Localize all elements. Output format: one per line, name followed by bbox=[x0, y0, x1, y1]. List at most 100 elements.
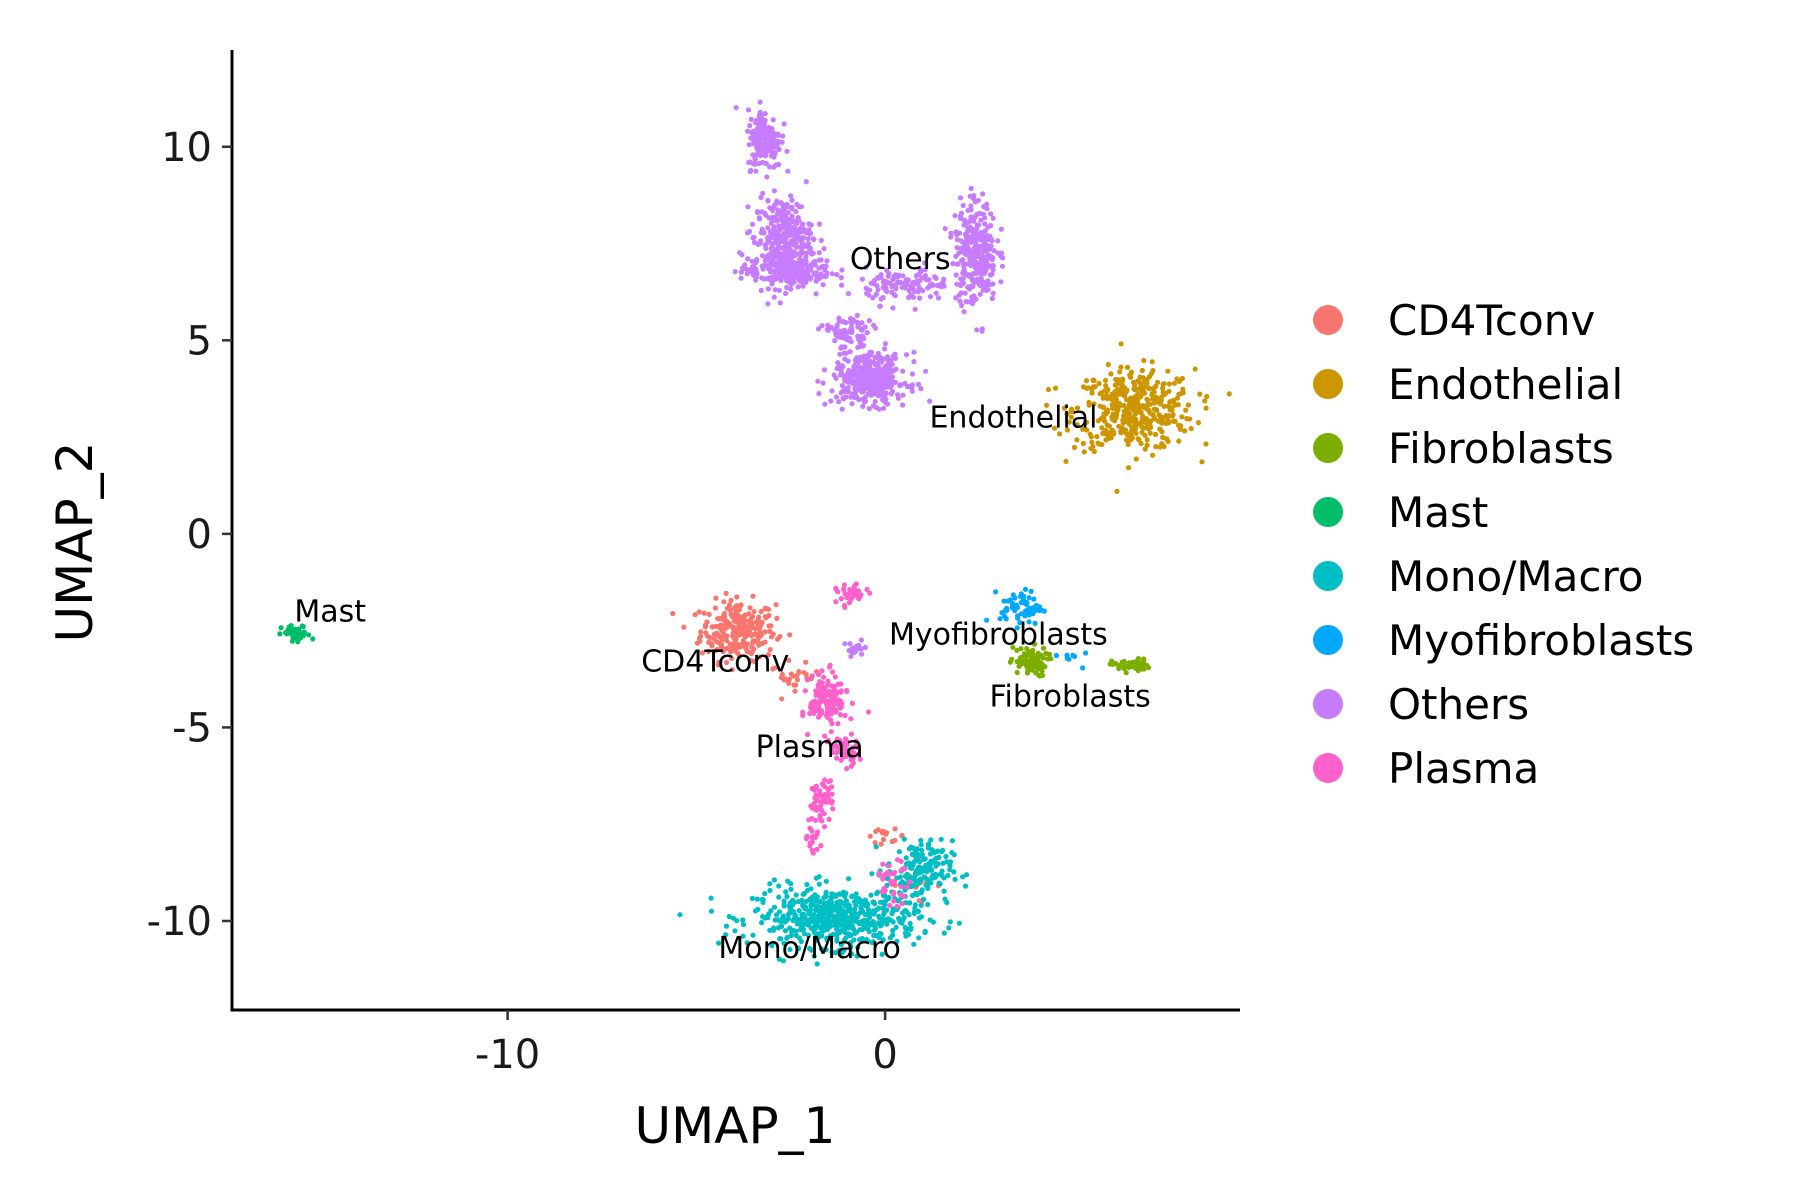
data-point bbox=[843, 319, 849, 326]
data-point bbox=[823, 274, 829, 280]
data-point bbox=[989, 256, 995, 263]
data-point bbox=[958, 290, 964, 296]
data-point bbox=[750, 639, 756, 646]
data-point bbox=[928, 858, 934, 864]
data-point bbox=[731, 605, 738, 611]
data-point bbox=[937, 282, 944, 288]
data-point bbox=[982, 286, 988, 292]
data-point bbox=[770, 117, 776, 123]
data-point bbox=[880, 937, 886, 943]
data-point bbox=[868, 922, 874, 928]
data-point bbox=[941, 930, 947, 936]
data-point bbox=[837, 351, 843, 357]
data-point bbox=[819, 668, 825, 674]
data-point bbox=[753, 277, 759, 283]
data-point bbox=[767, 148, 774, 154]
data-point bbox=[1179, 414, 1185, 420]
data-point bbox=[798, 938, 804, 945]
data-point bbox=[908, 884, 915, 890]
data-point bbox=[766, 911, 772, 917]
data-point bbox=[1192, 366, 1198, 372]
data-point bbox=[896, 849, 903, 855]
data-point bbox=[751, 646, 757, 652]
data-point bbox=[815, 326, 822, 332]
data-point bbox=[785, 878, 791, 884]
data-point bbox=[894, 938, 900, 945]
data-point bbox=[1045, 386, 1052, 393]
data-point bbox=[731, 615, 737, 621]
data-point bbox=[981, 204, 987, 210]
data-point bbox=[809, 847, 815, 854]
data-point bbox=[892, 826, 898, 832]
data-point bbox=[869, 939, 875, 946]
data-point bbox=[749, 265, 756, 271]
data-point bbox=[980, 191, 986, 197]
data-point bbox=[922, 930, 928, 936]
data-point bbox=[751, 234, 757, 240]
data-point bbox=[834, 755, 840, 761]
data-point bbox=[867, 833, 873, 839]
data-point bbox=[1021, 658, 1027, 665]
data-point bbox=[1144, 402, 1150, 408]
x-axis-title: UMAP_1 bbox=[635, 1097, 836, 1155]
data-point bbox=[845, 594, 851, 600]
data-point bbox=[896, 272, 902, 278]
data-point bbox=[720, 616, 727, 622]
data-point bbox=[292, 634, 298, 640]
data-point bbox=[762, 111, 768, 117]
data-point bbox=[840, 364, 846, 370]
data-point bbox=[832, 692, 838, 699]
data-point bbox=[954, 261, 960, 267]
data-point bbox=[858, 592, 864, 598]
data-point bbox=[978, 217, 984, 223]
data-point bbox=[942, 226, 948, 232]
data-point bbox=[849, 894, 855, 900]
data-point bbox=[909, 371, 916, 377]
data-point bbox=[790, 673, 796, 679]
data-point bbox=[908, 925, 914, 931]
data-point bbox=[1131, 408, 1138, 414]
data-point bbox=[816, 221, 823, 227]
data-point bbox=[890, 927, 896, 934]
data-point bbox=[822, 733, 828, 739]
data-point bbox=[795, 284, 801, 290]
data-point bbox=[909, 282, 916, 288]
data-point bbox=[848, 319, 854, 325]
data-point bbox=[923, 368, 929, 374]
data-point bbox=[846, 749, 852, 755]
data-point bbox=[900, 402, 906, 408]
data-point bbox=[882, 902, 888, 908]
data-point bbox=[875, 350, 882, 357]
data-point bbox=[767, 229, 773, 235]
data-point bbox=[768, 634, 775, 640]
data-point bbox=[935, 295, 942, 301]
data-point bbox=[1089, 386, 1095, 392]
data-point bbox=[879, 951, 885, 957]
data-point bbox=[1083, 378, 1090, 384]
data-point bbox=[964, 872, 970, 878]
data-point bbox=[864, 902, 871, 909]
data-point bbox=[1124, 387, 1130, 393]
data-point bbox=[1074, 405, 1081, 411]
data-point bbox=[880, 295, 886, 301]
data-point bbox=[1064, 427, 1071, 433]
data-point bbox=[918, 837, 924, 843]
data-point bbox=[998, 226, 1004, 232]
data-point bbox=[838, 681, 844, 687]
data-point bbox=[1116, 423, 1122, 429]
data-point bbox=[813, 936, 819, 942]
data-point bbox=[818, 257, 824, 263]
data-point bbox=[997, 616, 1003, 622]
data-point bbox=[918, 386, 924, 392]
data-point bbox=[1146, 407, 1152, 413]
data-point bbox=[837, 913, 843, 919]
data-point bbox=[670, 610, 676, 617]
data-point bbox=[839, 282, 845, 288]
data-point bbox=[841, 740, 847, 746]
data-point bbox=[883, 280, 890, 286]
data-point bbox=[772, 150, 778, 156]
data-point bbox=[838, 596, 844, 602]
data-point bbox=[745, 128, 751, 134]
data-point bbox=[1018, 646, 1024, 652]
data-point bbox=[906, 287, 912, 293]
